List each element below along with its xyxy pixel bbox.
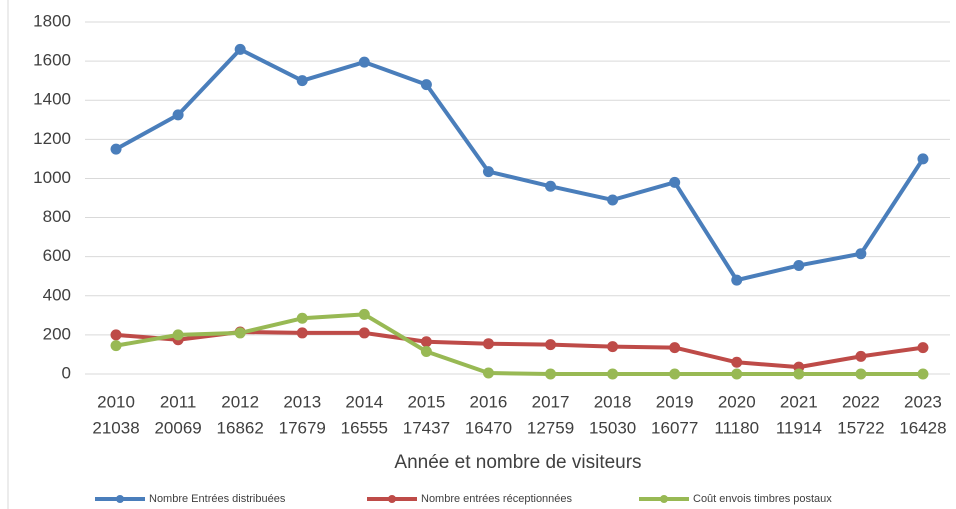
x-tick-label: 15722 [837, 418, 884, 437]
x-tick-label: 2014 [345, 392, 383, 411]
data-point [917, 342, 929, 354]
data-point [234, 327, 246, 339]
data-point [731, 274, 743, 286]
data-point [172, 329, 184, 341]
x-tick-label: 17437 [403, 418, 450, 437]
data-point [669, 368, 681, 380]
x-tick-label: 11180 [714, 418, 759, 437]
data-point [731, 356, 743, 368]
x-tick-label: 16555 [341, 418, 388, 437]
legend-marker [388, 495, 396, 503]
data-point [731, 368, 743, 380]
x-tick-label: 2010 [97, 392, 135, 411]
x-tick-label: 15030 [589, 418, 636, 437]
data-point [420, 336, 432, 348]
legend-marker [116, 495, 124, 503]
data-point [855, 248, 867, 260]
data-point [420, 79, 432, 91]
legend-marker [660, 495, 668, 503]
x-tick-label: 11914 [776, 418, 822, 437]
data-point [917, 153, 929, 165]
y-tick-label: 0 [62, 363, 71, 382]
x-tick-label: 2019 [656, 392, 694, 411]
data-point [855, 368, 867, 380]
data-point [420, 346, 432, 358]
data-point [110, 340, 122, 352]
data-point [917, 368, 929, 380]
data-point [607, 341, 619, 353]
x-tick-label: 2017 [532, 392, 570, 411]
x-tick-label: 2022 [842, 392, 880, 411]
data-point [296, 327, 308, 339]
data-point [358, 327, 370, 339]
x-tick-label: 21038 [92, 418, 139, 437]
x-tick-label: 16470 [465, 418, 512, 437]
data-point [296, 312, 308, 324]
y-tick-label: 1600 [33, 51, 71, 70]
data-point [234, 43, 246, 55]
data-point [545, 368, 557, 380]
data-point [110, 329, 122, 341]
data-point [855, 350, 867, 362]
data-point [358, 308, 370, 320]
y-tick-label: 600 [43, 246, 71, 265]
x-tick-label: 2021 [780, 392, 818, 411]
x-tick-label: 2015 [407, 392, 445, 411]
y-tick-label: 200 [43, 324, 71, 343]
x-tick-label: 16862 [217, 418, 264, 437]
series-line [115, 312, 923, 376]
x-tick-label: 2018 [594, 392, 632, 411]
x-tick-label: 16077 [651, 418, 698, 437]
data-point [482, 367, 494, 379]
y-tick-label: 400 [43, 285, 71, 304]
legend-label: Nombre entrées réceptionnées [421, 493, 573, 505]
data-point [793, 259, 805, 271]
data-point [607, 368, 619, 380]
y-tick-label: 1200 [33, 129, 71, 148]
data-point [482, 166, 494, 178]
x-tick-label: 12759 [527, 418, 574, 437]
x-tick-label: 2011 [160, 392, 197, 411]
data-point [545, 180, 557, 192]
data-point [482, 338, 494, 350]
x-tick-label: 17679 [279, 418, 326, 437]
x-tick-label: 2023 [904, 392, 942, 411]
data-point [669, 176, 681, 188]
data-point [358, 56, 370, 68]
series-line [115, 47, 925, 283]
legend-label: Nombre Entrées distribuées [149, 493, 286, 505]
x-tick-label: 2013 [283, 392, 321, 411]
y-tick-label: 800 [43, 207, 71, 226]
data-point [172, 109, 184, 121]
data-point [793, 368, 805, 380]
legend-label: Coût envois timbres postaux [693, 493, 832, 505]
x-axis-label: Année et nombre de visiteurs [394, 452, 641, 473]
x-tick-label: 2016 [470, 392, 508, 411]
data-point [110, 143, 122, 155]
x-tick-label: 2020 [718, 392, 756, 411]
x-tick-label: 16428 [899, 418, 946, 437]
data-point [607, 194, 619, 206]
data-point [296, 75, 308, 87]
y-tick-label: 1400 [33, 90, 71, 109]
y-tick-label: 1800 [33, 11, 71, 30]
data-point [669, 342, 681, 354]
y-tick-label: 1000 [33, 168, 71, 187]
data-point [545, 339, 557, 351]
x-tick-label: 20069 [154, 418, 201, 437]
x-tick-label: 2012 [221, 392, 259, 411]
